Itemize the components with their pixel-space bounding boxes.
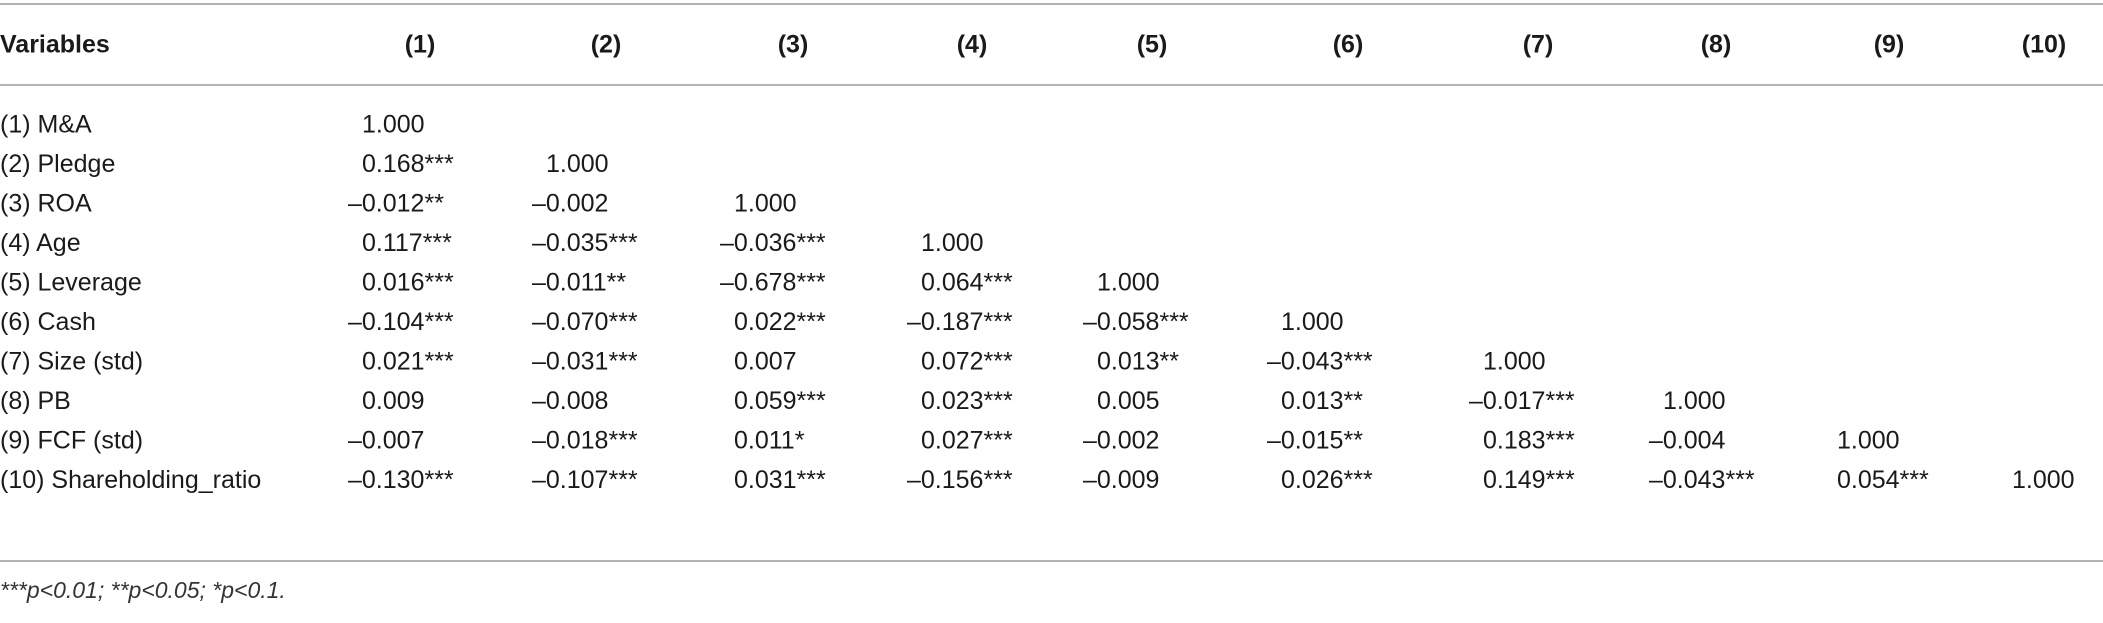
header-cell: (2) bbox=[591, 31, 622, 59]
cell: –0.043*** bbox=[1267, 348, 1373, 376]
row-label: (6) Cash bbox=[0, 308, 96, 336]
cell: –0.678*** bbox=[720, 269, 826, 297]
cell: –0.002 bbox=[532, 190, 608, 218]
cell: –0.104*** bbox=[348, 308, 454, 336]
cell: 0.013** bbox=[1097, 348, 1179, 376]
cell: –0.035*** bbox=[532, 229, 638, 257]
row-label: (8) PB bbox=[0, 387, 71, 415]
cell: 0.064*** bbox=[921, 269, 1013, 297]
cell: –0.002 bbox=[1083, 427, 1159, 455]
cell: –0.130*** bbox=[348, 466, 454, 494]
cell: 1.000 bbox=[1097, 269, 1160, 297]
cell: 0.117*** bbox=[362, 229, 452, 257]
cell: 1.000 bbox=[921, 229, 984, 257]
header-cell: (5) bbox=[1137, 31, 1168, 59]
header-cell: Variables bbox=[0, 31, 110, 59]
cell: 0.016*** bbox=[362, 269, 454, 297]
cell: –0.043*** bbox=[1649, 466, 1755, 494]
cell: –0.156*** bbox=[907, 466, 1013, 494]
cell: 1.000 bbox=[546, 150, 609, 178]
cell: –0.015** bbox=[1267, 427, 1363, 455]
cell: –0.107*** bbox=[532, 466, 638, 494]
row-label: (7) Size (std) bbox=[0, 348, 143, 376]
cell: –0.011** bbox=[532, 269, 626, 297]
cell: –0.007 bbox=[348, 427, 424, 455]
cell: –0.187*** bbox=[907, 308, 1013, 336]
cell: 0.005 bbox=[1097, 387, 1160, 415]
header-cell: (3) bbox=[778, 31, 809, 59]
cell: 0.026*** bbox=[1281, 466, 1373, 494]
cell: 1.000 bbox=[1281, 308, 1344, 336]
cell: 0.011* bbox=[734, 427, 805, 455]
cell: –0.017*** bbox=[1469, 387, 1575, 415]
header-cell: (8) bbox=[1701, 31, 1732, 59]
header-cell: (9) bbox=[1874, 31, 1905, 59]
row-label: (1) M&A bbox=[0, 111, 92, 139]
cell: 0.059*** bbox=[734, 387, 826, 415]
cell: –0.031*** bbox=[532, 348, 638, 376]
cell: –0.036*** bbox=[720, 229, 826, 257]
cell: 0.031*** bbox=[734, 466, 826, 494]
cell: 0.183*** bbox=[1483, 427, 1575, 455]
cell: 1.000 bbox=[1663, 387, 1726, 415]
cell: 0.009 bbox=[362, 387, 425, 415]
cell: 0.054*** bbox=[1837, 466, 1929, 494]
cell: 0.013** bbox=[1281, 387, 1363, 415]
cell: 0.021*** bbox=[362, 348, 454, 376]
cell: –0.004 bbox=[1649, 427, 1726, 455]
cell: 0.072*** bbox=[921, 348, 1013, 376]
row-label: (2) Pledge bbox=[0, 150, 115, 178]
row-label: (3) ROA bbox=[0, 190, 92, 218]
cell: 1.000 bbox=[1483, 348, 1546, 376]
cell: 0.027*** bbox=[921, 427, 1013, 455]
cell: –0.018*** bbox=[532, 427, 638, 455]
cell: –0.070*** bbox=[532, 308, 638, 336]
header-cell: (4) bbox=[957, 31, 988, 59]
footnote: ***p<0.01; **p<0.05; *p<0.1. bbox=[0, 577, 286, 603]
cell: 0.022*** bbox=[734, 308, 826, 336]
cell: 1.000 bbox=[2012, 466, 2075, 494]
cell: 0.168*** bbox=[362, 150, 454, 178]
cell: 0.007 bbox=[734, 348, 797, 376]
header-cell: (6) bbox=[1333, 31, 1364, 59]
header-cell: (10) bbox=[2022, 31, 2066, 59]
cell: –0.008 bbox=[532, 387, 608, 415]
cell: 1.000 bbox=[1837, 427, 1900, 455]
header-cell: (7) bbox=[1523, 31, 1554, 59]
cell: –0.058*** bbox=[1083, 308, 1189, 336]
header-cell: (1) bbox=[405, 31, 436, 59]
cell: 0.023*** bbox=[921, 387, 1013, 415]
row-label: (4) Age bbox=[0, 229, 81, 257]
cell: 0.149*** bbox=[1483, 466, 1575, 494]
row-label: (10) Shareholding_ratio bbox=[0, 466, 261, 494]
row-label: (9) FCF (std) bbox=[0, 427, 143, 455]
cell: 1.000 bbox=[734, 190, 797, 218]
cell: –0.009 bbox=[1083, 466, 1159, 494]
cell: –0.012** bbox=[348, 190, 444, 218]
cell: 1.000 bbox=[362, 111, 425, 139]
row-label: (5) Leverage bbox=[0, 269, 142, 297]
